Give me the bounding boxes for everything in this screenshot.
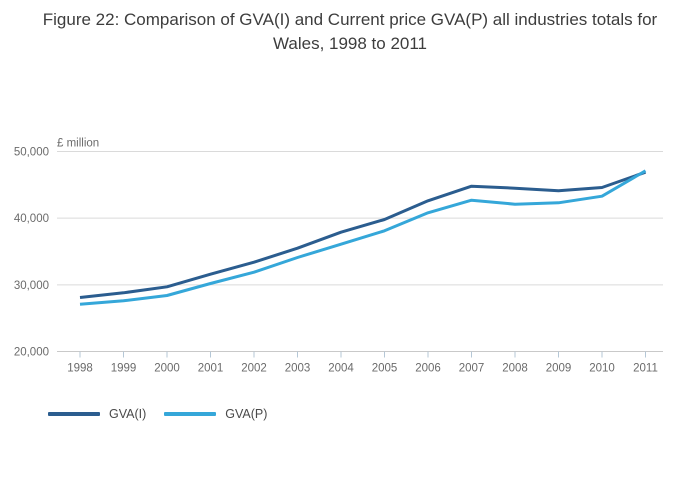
legend-line-swatch xyxy=(48,412,100,416)
legend-label: GVA(P) xyxy=(225,407,268,421)
y-axis-tick-label: 50,000 xyxy=(14,147,49,159)
chart-title: Figure 22: Comparison of GVA(I) and Curr… xyxy=(42,10,658,54)
x-axis-tick-label: 2008 xyxy=(502,363,528,375)
x-axis-tick-label: 2002 xyxy=(241,363,267,375)
x-axis-tick-label: 1999 xyxy=(111,363,137,375)
x-axis-tick-label: 2007 xyxy=(459,363,485,375)
x-axis-tick-label: 2011 xyxy=(633,363,658,375)
x-axis-tick-label: 2005 xyxy=(372,363,398,375)
x-axis-tick-label: 2004 xyxy=(328,363,354,375)
x-axis-tick-label: 1998 xyxy=(67,363,93,375)
legend-line-swatch xyxy=(164,412,217,416)
legend-item-gvap: GVA(P) xyxy=(164,407,267,421)
x-axis-tick-label: 2009 xyxy=(546,363,572,375)
y-axis-tick-label: 20,000 xyxy=(14,347,49,359)
y-axis-unit-label: £ million xyxy=(57,138,99,150)
x-axis-tick-label: 2010 xyxy=(589,363,615,375)
chart-legend: GVA(I) GVA(P) xyxy=(48,407,267,421)
y-axis-tick-label: 40,000 xyxy=(14,213,49,225)
x-axis-tick-label: 2006 xyxy=(415,363,441,375)
legend-label: GVA(I) xyxy=(109,407,147,421)
x-axis-tick-label: 2003 xyxy=(285,363,311,375)
y-axis-tick-label: 30,000 xyxy=(14,280,49,292)
gvap-line xyxy=(79,169,647,306)
gvai-line xyxy=(79,170,646,299)
legend-item-gvai: GVA(I) xyxy=(48,407,146,421)
x-axis-tick-label: 2000 xyxy=(154,363,180,375)
x-axis-tick-label: 2001 xyxy=(198,363,224,375)
